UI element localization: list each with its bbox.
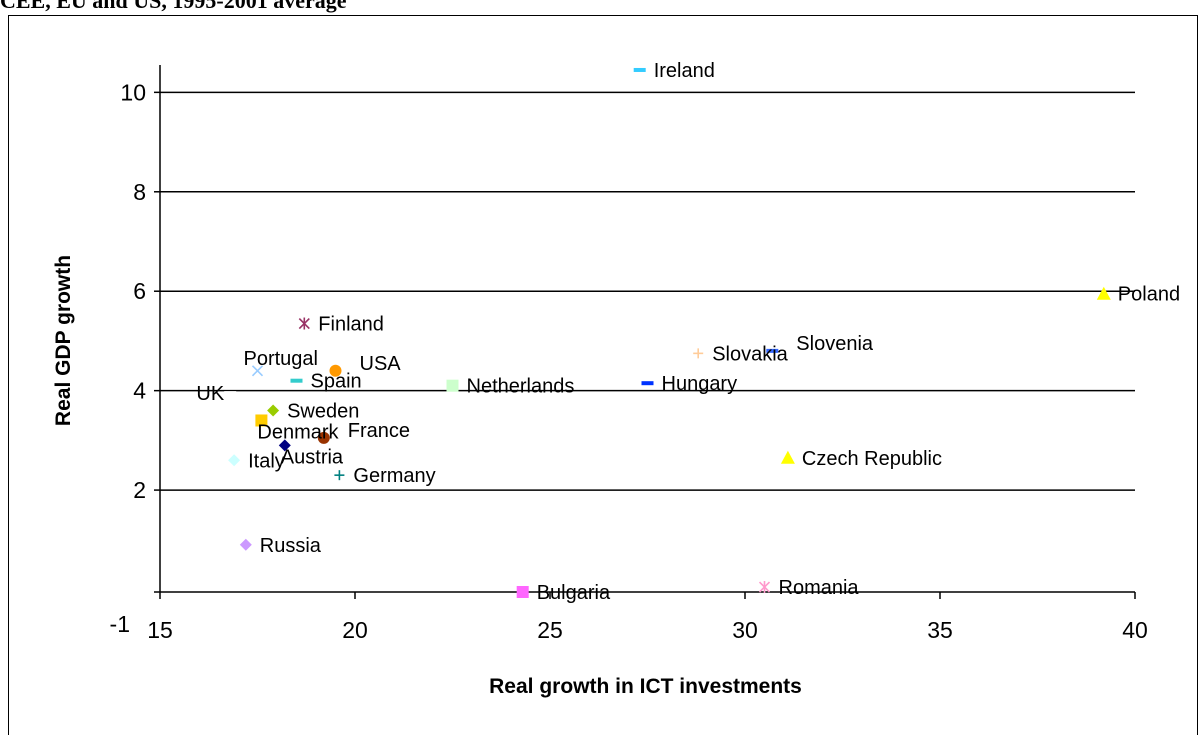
point-label: Czech Republic xyxy=(802,448,942,470)
point-label: Netherlands xyxy=(467,376,575,398)
point-hungary xyxy=(641,381,654,386)
chart-frame xyxy=(8,15,1198,735)
point-labels: Ireland Poland Finland Slovenia Slovakia Port… xyxy=(196,60,1180,604)
point-finland xyxy=(298,317,310,330)
point-slovakia xyxy=(693,348,704,359)
point-label: USA xyxy=(360,353,402,375)
point-label: Poland xyxy=(1118,284,1180,306)
point-label: Germany xyxy=(353,465,435,487)
point-czech-republic xyxy=(780,450,795,464)
point-denmark xyxy=(255,414,268,427)
point-label: Finland xyxy=(318,314,384,336)
y-tick-label: 10 xyxy=(120,79,146,105)
x-tick-label: 40 xyxy=(1122,617,1148,643)
point-label: Austria xyxy=(281,446,344,468)
x-tick-label: 25 xyxy=(537,617,563,643)
axes xyxy=(154,65,1136,599)
point-poland xyxy=(1096,286,1111,300)
y-tick-label: 6 xyxy=(133,278,146,304)
point-label: Italy xyxy=(248,450,285,472)
y-tick-label: -1 xyxy=(110,611,130,637)
point-spain xyxy=(290,378,303,383)
y-tick-label: 8 xyxy=(133,179,146,205)
point-germany xyxy=(334,470,345,481)
point-label: Ireland xyxy=(654,60,715,82)
x-axis-title: Real growth in ICT investments xyxy=(489,675,802,698)
point-label: Spain xyxy=(311,371,362,393)
data-points xyxy=(224,67,1111,598)
gridlines xyxy=(160,91,1135,491)
point-label: Romania xyxy=(779,577,860,599)
y-tick-label: 4 xyxy=(133,378,146,404)
point-label: Hungary xyxy=(662,373,738,395)
point-label: Denmark xyxy=(257,421,339,443)
point-uk xyxy=(224,391,237,396)
point-label: UK xyxy=(196,383,224,405)
point-portugal xyxy=(251,365,264,377)
point-label: Slovenia xyxy=(796,333,874,355)
x-tick-label: 15 xyxy=(147,617,173,643)
x-tick-label: 35 xyxy=(927,617,953,643)
y-axis-title: Real GDP growth xyxy=(52,255,75,426)
x-tick-label: 30 xyxy=(732,617,758,643)
point-france xyxy=(317,431,330,444)
point-sweden xyxy=(267,404,280,417)
point-austria xyxy=(278,439,291,452)
point-label: Russia xyxy=(260,535,322,557)
point-label: Portugal xyxy=(244,348,319,370)
point-slovenia xyxy=(766,348,779,353)
tick-labels: -1 2 4 6 8 10 15 20 25 30 35 40 xyxy=(110,79,1148,643)
point-italy xyxy=(228,454,241,467)
y-tick-label: 2 xyxy=(133,477,146,503)
point-bulgaria xyxy=(516,586,529,598)
point-netherlands xyxy=(446,379,459,392)
x-tick-label: 20 xyxy=(342,617,368,643)
point-ireland xyxy=(633,67,646,72)
point-russia xyxy=(239,538,252,551)
point-label: France xyxy=(348,420,410,442)
point-label: Bulgaria xyxy=(537,582,611,604)
point-label: Sweden xyxy=(287,401,359,423)
point-romania xyxy=(758,581,771,594)
chart-caption: CEE, EU and US, 1995-2001 average xyxy=(0,0,347,13)
point-label: Slovakia xyxy=(712,343,788,365)
point-usa xyxy=(329,364,342,377)
